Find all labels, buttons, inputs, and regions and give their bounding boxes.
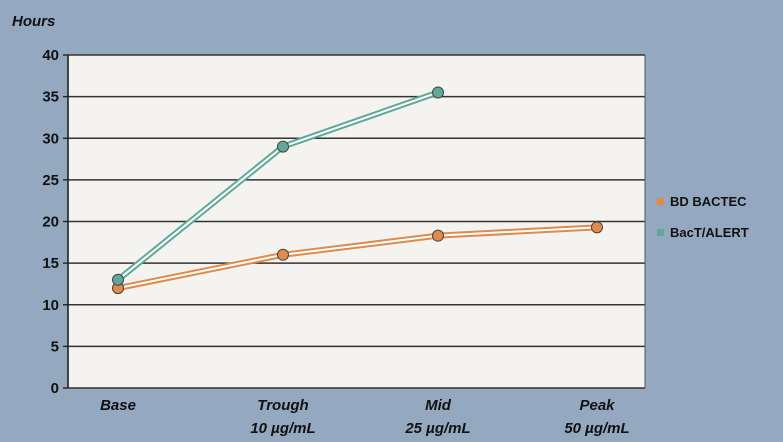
x-category-sublabel: 10 µg/mL (250, 420, 315, 437)
series-point (278, 141, 289, 152)
y-tick-label: 40 (42, 47, 59, 64)
series-point (433, 87, 444, 98)
x-axis-categories: Base Trough 10 µg/mL Mid 25 µg/mL Peak 50 µg/m… (100, 397, 630, 437)
series-point (113, 274, 124, 285)
series-point (433, 230, 444, 241)
legend-label: BacT/ALERT (670, 225, 749, 240)
y-tick-label: 0 (51, 380, 59, 397)
y-tick-label: 15 (42, 255, 59, 272)
y-tick-label: 20 (42, 214, 59, 231)
legend: BD BACTEC BacT/ALERT (657, 194, 749, 240)
x-category-sublabel: 25 µg/mL (404, 420, 470, 437)
x-category-label: Base (100, 397, 136, 414)
y-tick-label: 30 (42, 130, 59, 147)
y-tick-label: 10 (42, 297, 59, 314)
x-category-sublabel: 50 µg/mL (564, 420, 629, 437)
x-category-label: Trough (257, 397, 308, 414)
y-tick-label: 35 (42, 89, 59, 106)
legend-marker (657, 198, 664, 205)
legend-label: BD BACTEC (670, 194, 747, 209)
x-category-label: Mid (425, 397, 452, 414)
series-point (278, 249, 289, 260)
y-tick-label: 25 (42, 172, 59, 189)
x-category-label: Peak (579, 397, 615, 414)
y-tick-label: 5 (51, 338, 59, 355)
series-point (592, 222, 603, 233)
legend-marker (657, 229, 664, 236)
y-axis-title: Hours (12, 13, 55, 30)
